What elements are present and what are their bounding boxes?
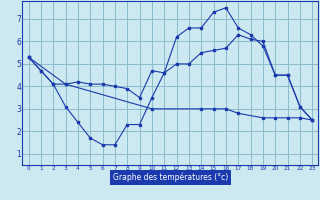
X-axis label: Graphe des températures (°c): Graphe des températures (°c) (113, 173, 228, 182)
